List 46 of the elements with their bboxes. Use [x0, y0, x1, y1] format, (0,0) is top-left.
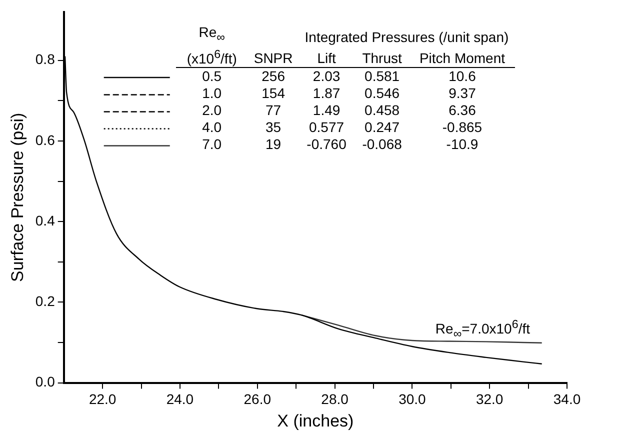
- annotation: Integrated Pressures (/unit span): [304, 28, 510, 46]
- legend-title: Re$_{∞}$ (x10$^{6}$/ft): [176, 24, 248, 68]
- annotation: 35: [264, 119, 282, 136]
- y-tick-label: 0.2: [35, 293, 56, 310]
- legend-label: 2.0: [201, 102, 223, 120]
- annotation: SNPR: [248, 46, 299, 68]
- annotation: 154: [260, 85, 286, 102]
- x-tick-label: 34.0: [553, 391, 581, 408]
- annotation: 0.458: [364, 102, 401, 120]
- annotation: -0.865: [441, 119, 484, 136]
- annotation: 256: [260, 68, 286, 86]
- annotation: -0.068: [361, 136, 403, 154]
- annotation: 19: [264, 136, 282, 154]
- annotation: Lift: [298, 46, 354, 68]
- annotation: 0.247: [364, 119, 401, 136]
- annotation: -10.9: [445, 136, 480, 154]
- x-tick-label: 24.0: [166, 391, 194, 408]
- annotation: 10.6: [448, 68, 477, 86]
- annotation: 0.577: [308, 119, 346, 136]
- annotation: 0.581: [364, 68, 401, 86]
- x-tick-label: 26.0: [244, 391, 272, 408]
- annotation: 1.87: [312, 85, 342, 102]
- annotation: -0.760: [306, 136, 348, 154]
- legend-label: 1.0: [201, 85, 223, 102]
- y-tick-label: 0.8: [35, 51, 56, 68]
- annotation: 0.546: [364, 85, 401, 102]
- annotation: Thrust: [354, 46, 410, 68]
- legend-label: 0.5: [201, 68, 223, 86]
- y-tick-label: 0.0: [35, 374, 56, 390]
- annotation: Re$_{∞}$=7.0x10$^{6}$/ft: [435, 318, 530, 341]
- annotation: 9.37: [448, 85, 477, 102]
- x-tick-label: 22.0: [88, 391, 116, 408]
- legend-label: 7.0: [201, 136, 223, 154]
- x-axis-title: X (inches): [277, 411, 354, 430]
- annotation: 1.49: [312, 102, 342, 120]
- y-axis-title: Surface Pressure (psi): [8, 112, 27, 282]
- annotation: 6.36: [448, 102, 477, 120]
- y-tick-label: 0.6: [35, 132, 56, 148]
- legend-label: 4.0: [201, 119, 223, 136]
- x-tick-label: 28.0: [321, 391, 349, 408]
- y-tick-label: 0.4: [35, 212, 56, 228]
- x-tick-label: 30.0: [398, 391, 426, 408]
- annotation: Pitch Moment: [410, 46, 515, 68]
- annotation: 2.03: [312, 68, 342, 86]
- x-tick-label: 32.0: [476, 391, 504, 408]
- annotation: 77: [264, 102, 282, 120]
